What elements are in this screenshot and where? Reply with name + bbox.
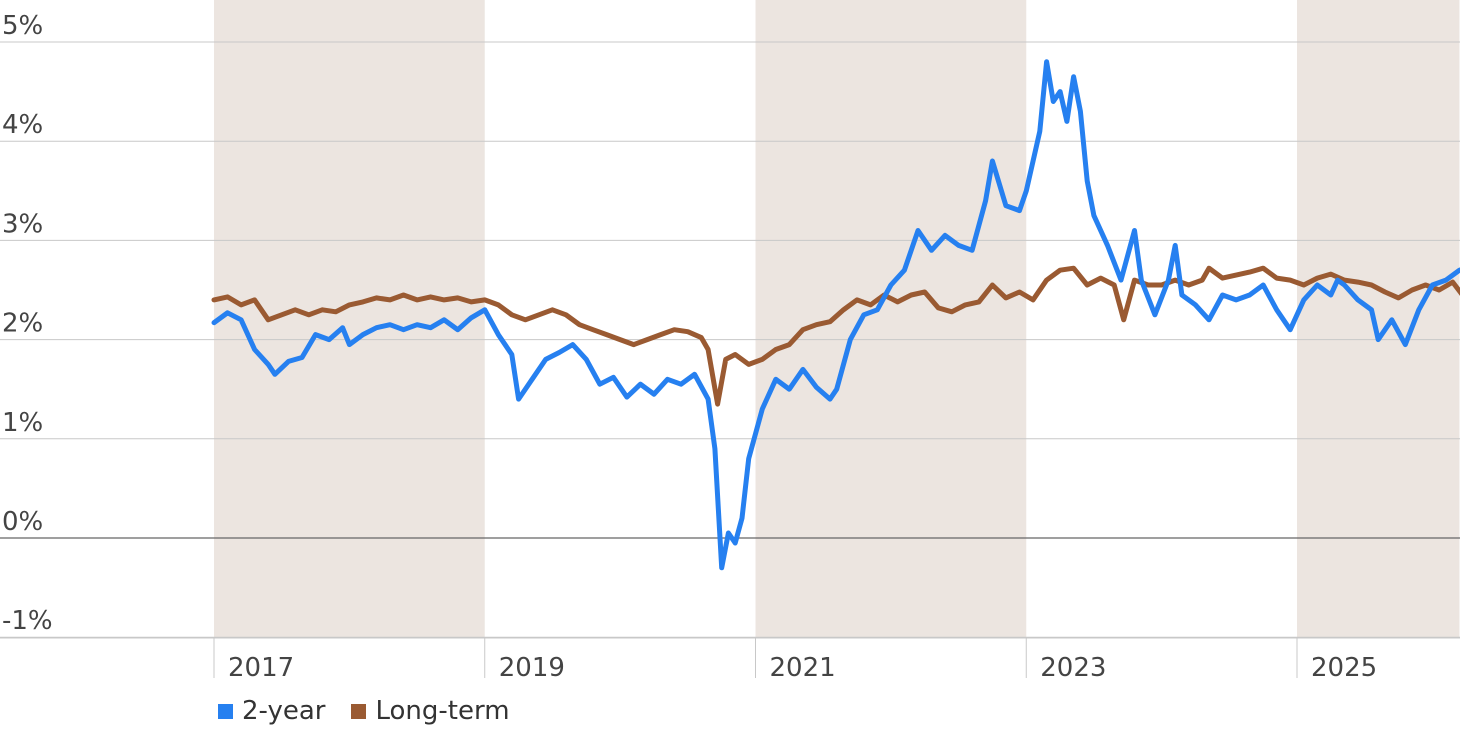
legend-swatch-2-year	[218, 703, 233, 719]
shaded-period-1	[755, 0, 1027, 638]
legend-item-2-year: 2-year	[218, 696, 325, 726]
series-line-long-term	[211, 265, 1460, 407]
y-tick-label: 3%	[2, 209, 43, 239]
x-tick-label: 2019	[499, 653, 565, 683]
series-line-2-year	[211, 59, 1460, 571]
series-lines	[211, 59, 1460, 571]
y-tick-label: 4%	[2, 110, 43, 140]
legend-swatch-long-term	[351, 703, 367, 719]
x-tick-label: 2021	[770, 653, 836, 683]
y-tick-label: 2%	[2, 309, 43, 339]
x-tick-label: 2023	[1040, 653, 1106, 683]
gridlines	[0, 41, 1460, 639]
y-tick-label: 5%	[2, 11, 43, 41]
legend-label-long-term: Long-term	[375, 696, 510, 726]
x-tick-label: 2025	[1311, 653, 1377, 683]
shaded-period-0	[214, 0, 485, 638]
legend-label-2-year: 2-year	[242, 696, 326, 726]
shaded-period-2	[1297, 0, 1460, 638]
legend-item-long-term: Long-term	[351, 696, 510, 726]
x-tick-label: 2017	[228, 653, 294, 683]
y-tick-label: 0%	[2, 507, 43, 537]
shaded-periods	[214, 0, 1460, 638]
x-axis-ticks: 2017 2019 2021 2023 2025	[213, 638, 1377, 683]
y-axis-ticks: 5% 4% 3% 2% 1% 0% -1%	[2, 11, 53, 636]
y-tick-label: 1%	[2, 408, 43, 438]
legend: 2-year Long-term	[218, 696, 536, 726]
y-tick-label: -1%	[2, 606, 53, 636]
